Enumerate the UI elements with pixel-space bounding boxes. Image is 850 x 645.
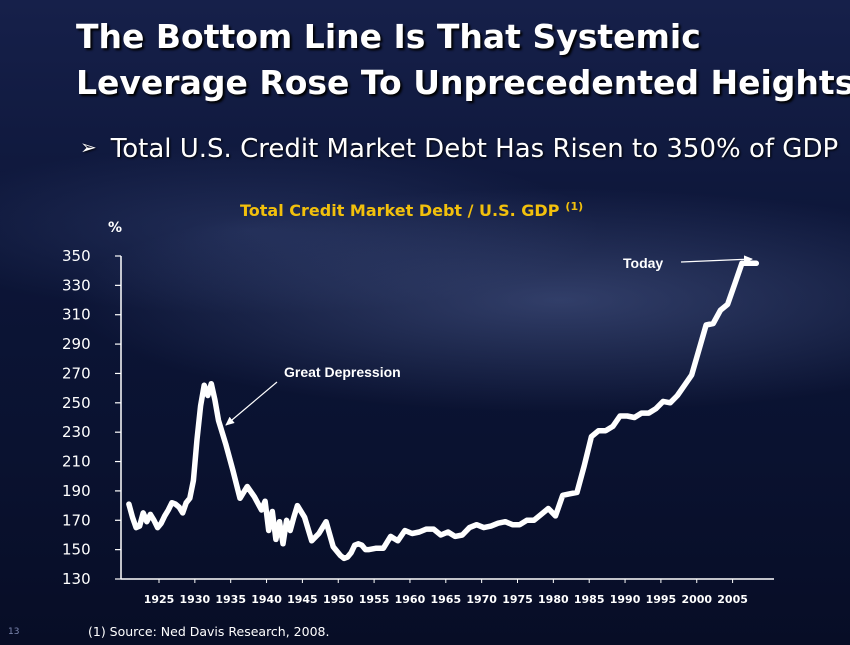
chart-title-superscript: (1) [565, 200, 583, 213]
x-tick-label: 1955 [359, 593, 390, 606]
x-tick-label: 2000 [681, 593, 712, 606]
y-tick-label: 190 [62, 482, 91, 500]
bullet-text: Total U.S. Credit Market Debt Has Risen … [110, 134, 839, 164]
y-tick-label: 330 [62, 276, 91, 294]
y-tick-label: 130 [62, 570, 91, 588]
bullet-point: ➢ Total U.S. Credit Market Debt Has Risen… [80, 134, 838, 164]
x-tick-label: 1925 [144, 593, 175, 606]
x-tick-label: 1970 [466, 593, 497, 606]
y-tick-label: 250 [62, 394, 91, 412]
annotation-today-arrow [680, 255, 753, 264]
x-tick-label: 1975 [502, 593, 533, 606]
annotation-great-depression-arrow [225, 381, 278, 426]
chart-title: Total Credit Market Debt / U.S. GDP (1) [240, 200, 583, 220]
x-tick-label: 1990 [610, 593, 641, 606]
x-tick-label: 1995 [646, 593, 677, 606]
x-tick-label: 1950 [323, 593, 354, 606]
y-axis-label: % [108, 220, 122, 236]
bullet-arrow-icon: ➢ [80, 135, 97, 159]
y-tick-label: 350 [62, 247, 91, 265]
source-footnote: (1) Source: Ned Davis Research, 2008. [88, 624, 330, 639]
y-tick-label: 290 [62, 335, 91, 353]
x-tick-label: 1985 [574, 593, 605, 606]
x-tick-label: 1980 [538, 593, 569, 606]
y-tick-label: 230 [62, 423, 91, 441]
x-tick-label: 1960 [395, 593, 426, 606]
annotation-great-depression: Great Depression [284, 364, 401, 380]
slide-title-line-1: The Bottom Line Is That Systemic [76, 17, 701, 56]
x-tick-label: 1930 [180, 593, 211, 606]
x-tick-label: 2005 [717, 593, 748, 606]
x-tick-label: 1940 [251, 593, 282, 606]
series-line-debt-to-gdp [126, 260, 760, 562]
page-number: 13 [8, 627, 20, 637]
y-axis-ticks: 350 330 310 290 270 250 230 210 190 170 150 130 [62, 247, 121, 588]
x-tick-label: 1935 [215, 593, 246, 606]
slide-title-line-2: Leverage Rose To Unprecedented Heights [76, 63, 850, 102]
y-tick-label: 210 [62, 453, 91, 471]
annotation-today: Today [623, 255, 663, 271]
slide-title: The Bottom Line Is That Systemic Leverag… [76, 14, 850, 106]
y-tick-label: 270 [62, 364, 91, 382]
x-tick-label: 1965 [430, 593, 461, 606]
x-axis-ticks: 1925 1930 1935 1940 1945 1950 1955 1960 1965 1970… [144, 579, 748, 606]
y-tick-label: 150 [62, 541, 91, 559]
x-tick-label: 1945 [287, 593, 318, 606]
y-tick-label: 170 [62, 511, 91, 529]
y-tick-label: 310 [62, 306, 91, 324]
chart-title-text: Total Credit Market Debt / U.S. GDP [240, 201, 560, 220]
